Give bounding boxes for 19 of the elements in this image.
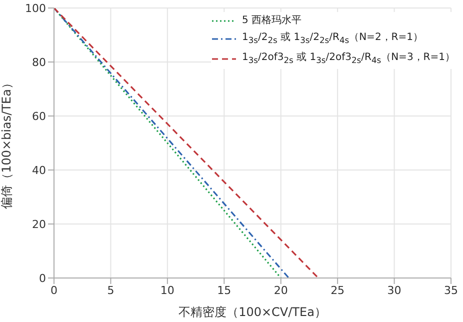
y-axis-title: 偏倚（100×bias/TEa） [0,77,14,209]
x-tick-label: 25 [330,284,345,297]
x-tick-label: 35 [444,284,458,297]
y-tick-label: 60 [32,110,46,123]
legend-label: 5 西格玛水平 [242,14,302,28]
x-tick-label: 0 [50,284,58,297]
text: 1$_{3s}$/2of3$_{2s}$ 或 1$_{3s}$/2of3$_{2s}$/R$_{4s}$（N=3，R=1） [242,52,455,65]
y-tick-label: 20 [32,218,46,231]
x-tick-label: 5 [107,284,114,297]
text: 1$_{3s}$/2$_{2s}$ 或 1$_{3s}$/2$_{2s}$/R$_{4s}$（N=2，R=1） [242,32,423,45]
y-tick-label: 40 [32,164,46,177]
x-tick-label: 15 [217,284,232,297]
y-tick-label: 0 [39,272,46,285]
x-tick-label: 20 [274,284,288,297]
x-tick-label: 30 [387,284,402,297]
y-tick-label: 100 [25,2,46,15]
x-axis-title: 不精密度（100×CV/TEa） [178,305,326,319]
x-tick-label: 10 [160,284,174,297]
y-tick-label: 80 [32,56,46,69]
